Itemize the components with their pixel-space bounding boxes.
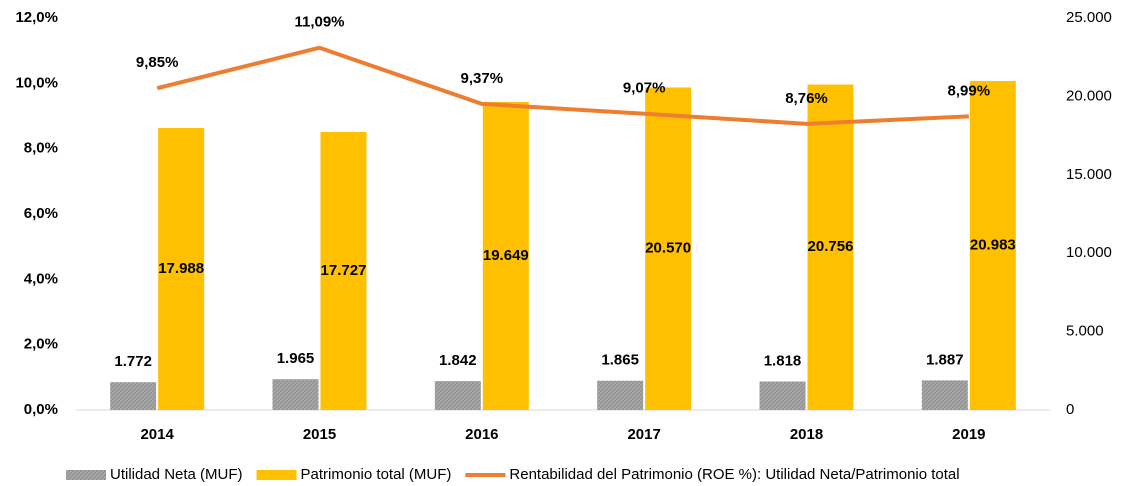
data-label: 20.570 xyxy=(645,240,691,257)
bar xyxy=(969,80,1016,410)
bar xyxy=(645,87,692,410)
bar xyxy=(921,380,968,410)
x-tick-label: 2019 xyxy=(952,426,985,443)
y-tick-label: 4,0% xyxy=(24,270,58,287)
bar xyxy=(110,382,157,410)
bar xyxy=(272,379,319,410)
legend-swatch xyxy=(66,470,106,480)
data-label: 1.865 xyxy=(601,352,639,369)
y2-tick-label: 0 xyxy=(1066,401,1074,418)
data-label: 1.772 xyxy=(114,353,152,370)
y-tick-label: 10,0% xyxy=(15,74,58,91)
bar xyxy=(158,127,205,411)
data-label: 1.818 xyxy=(764,352,802,369)
y-tick-label: 12,0% xyxy=(15,9,58,26)
y2-tick-label: 5.000 xyxy=(1066,323,1104,340)
data-label: 19.649 xyxy=(483,247,529,264)
data-label: 9,07% xyxy=(623,80,666,97)
y-tick-label: 2,0% xyxy=(24,336,58,353)
data-label: 1.887 xyxy=(926,351,964,368)
y2-tick-label: 25.000 xyxy=(1066,9,1112,26)
data-label: 8,99% xyxy=(948,82,991,99)
data-label: 9,37% xyxy=(461,70,504,87)
y-tick-label: 0,0% xyxy=(24,401,58,418)
legend-label: Rentabilidad del Patrimonio (ROE %): Uti… xyxy=(509,466,959,483)
legend-swatch xyxy=(256,470,297,480)
data-label: 8,76% xyxy=(785,90,828,107)
data-label: 20.756 xyxy=(808,238,854,255)
bar xyxy=(320,132,367,410)
data-label: 17.988 xyxy=(158,260,204,277)
bar xyxy=(482,101,529,410)
line xyxy=(156,45,969,126)
legend-label: Utilidad Neta (MUF) xyxy=(110,466,243,483)
bar xyxy=(807,84,854,410)
data-label: 9,85% xyxy=(136,54,179,71)
bar xyxy=(597,380,644,410)
y2-tick-label: 20.000 xyxy=(1066,87,1112,104)
y2-tick-label: 15.000 xyxy=(1066,166,1112,183)
data-label: 1.965 xyxy=(277,350,315,367)
y2-tick-label: 10.000 xyxy=(1066,244,1112,261)
data-label: 1.842 xyxy=(439,352,477,369)
x-tick-label: 2014 xyxy=(140,426,174,443)
x-tick-label: 2016 xyxy=(465,426,498,443)
legend-label: Patrimonio total (MUF) xyxy=(301,466,452,483)
bar xyxy=(759,381,806,410)
bar xyxy=(434,381,481,410)
x-tick-label: 2017 xyxy=(627,426,660,443)
y-tick-label: 8,0% xyxy=(24,140,58,157)
x-tick-label: 2018 xyxy=(790,426,823,443)
data-label: 20.983 xyxy=(970,236,1016,253)
data-label: 17.727 xyxy=(321,262,367,279)
y-tick-label: 6,0% xyxy=(24,205,58,222)
data-label: 11,09% xyxy=(294,14,344,31)
x-tick-label: 2015 xyxy=(303,426,336,443)
